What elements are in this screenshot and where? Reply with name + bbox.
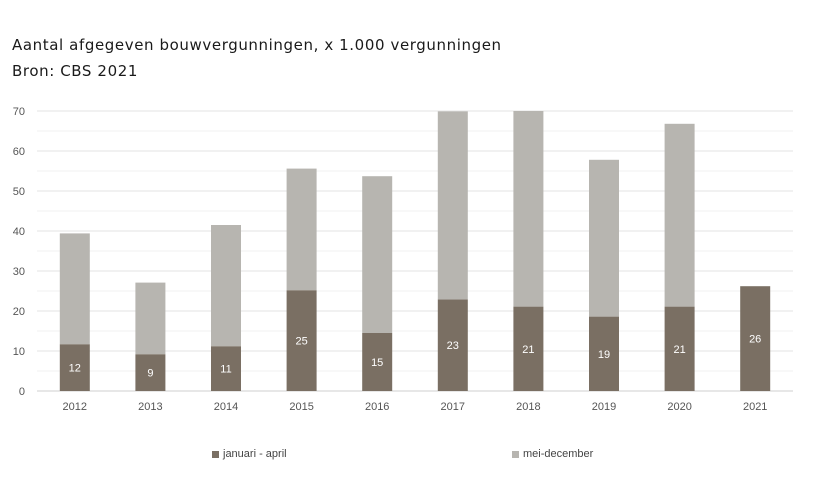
bar-2021-series-0 bbox=[740, 286, 771, 391]
bar-2019-series-0 bbox=[589, 316, 619, 391]
bar-2016-series-0 bbox=[362, 333, 393, 391]
legend-item-januari-april: januari - april bbox=[212, 448, 287, 460]
data-label-2012: 12 bbox=[69, 363, 81, 375]
x-tick-label-2016: 2016 bbox=[365, 401, 389, 413]
bar-2019-series-1 bbox=[589, 159, 619, 317]
x-tick-label-2015: 2015 bbox=[289, 401, 313, 413]
data-label-2018: 21 bbox=[522, 344, 534, 356]
y-tick-label-20: 20 bbox=[13, 306, 25, 318]
x-tick-label-2021: 2021 bbox=[743, 401, 767, 413]
bar-2018-series-1 bbox=[513, 111, 544, 307]
legend-swatch-januari-april bbox=[212, 450, 219, 458]
bar-2013-series-0 bbox=[135, 354, 166, 391]
bar-2014-series-1 bbox=[211, 225, 241, 347]
y-tick-label-70: 70 bbox=[13, 106, 25, 118]
legend-item-mei-december: mei-december bbox=[512, 448, 593, 460]
data-label-2019: 19 bbox=[598, 349, 610, 361]
bar-2020-series-0 bbox=[664, 306, 695, 391]
bar-2015-series-0 bbox=[286, 290, 317, 391]
y-tick-label-0: 0 bbox=[19, 386, 25, 398]
chart-subtitle: Bron: CBS 2021 bbox=[12, 62, 138, 80]
legend-label-januari-april: januari - april bbox=[223, 448, 287, 460]
bar-2017-series-1 bbox=[437, 111, 468, 300]
y-tick-label-40: 40 bbox=[13, 226, 25, 238]
legend-swatch-mei-december bbox=[512, 450, 519, 458]
bar-2012-series-1 bbox=[59, 233, 90, 345]
bar-2013-series-1 bbox=[135, 282, 166, 355]
x-tick-label-2020: 2020 bbox=[667, 401, 691, 413]
data-label-2015: 25 bbox=[295, 336, 307, 348]
data-label-2013: 9 bbox=[147, 368, 153, 380]
x-tick-label-2013: 2013 bbox=[138, 401, 162, 413]
bar-2018-series-0 bbox=[513, 306, 544, 391]
bar-2020-series-1 bbox=[664, 123, 695, 307]
data-label-2020: 21 bbox=[673, 344, 685, 356]
y-tick-label-60: 60 bbox=[13, 146, 25, 158]
bar-2015-series-1 bbox=[286, 168, 317, 291]
data-label-2016: 15 bbox=[371, 357, 383, 369]
x-tick-label-2012: 2012 bbox=[63, 401, 87, 413]
data-label-2021: 26 bbox=[749, 334, 761, 346]
x-tick-label-2018: 2018 bbox=[516, 401, 540, 413]
x-tick-label-2014: 2014 bbox=[214, 401, 238, 413]
legend-label-mei-december: mei-december bbox=[523, 448, 594, 460]
data-label-2017: 23 bbox=[447, 340, 459, 352]
data-label-2014: 11 bbox=[220, 364, 231, 376]
bar-2012-series-0 bbox=[59, 344, 90, 391]
x-tick-label-2017: 2017 bbox=[441, 401, 465, 413]
bar-2017-series-0 bbox=[437, 299, 468, 391]
y-tick-label-30: 30 bbox=[13, 266, 25, 278]
x-tick-label-2019: 2019 bbox=[592, 401, 616, 413]
y-tick-label-10: 10 bbox=[13, 346, 25, 358]
y-tick-label-50: 50 bbox=[13, 186, 25, 198]
bar-2014-series-0 bbox=[211, 346, 241, 391]
chart-title: Aantal afgegeven bouwvergunningen, x 1.0… bbox=[12, 36, 502, 54]
bar-2016-series-1 bbox=[362, 176, 393, 333]
